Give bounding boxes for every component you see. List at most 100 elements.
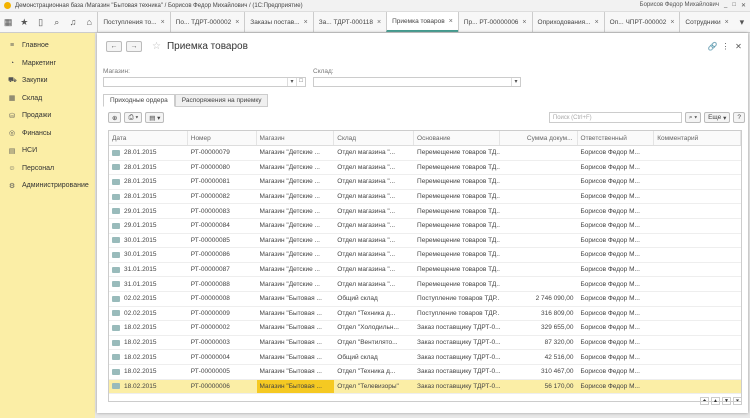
tab-item[interactable]: За... ТДРТ-000118 × <box>312 12 386 32</box>
scroll-last-button[interactable]: ⏷ <box>733 397 742 405</box>
dropdown-icon[interactable]: ▾ <box>287 78 296 86</box>
form-tab[interactable]: Распоряжения на приемку <box>174 94 269 107</box>
close-tab-icon[interactable]: × <box>670 18 675 26</box>
table-row[interactable]: 18.02.2015 РТ-00000006 Магазин "Бытовая ..… <box>109 379 741 395</box>
tab-item[interactable]: Оп... ЧПРТ-000002 × <box>603 12 680 32</box>
close-tab-icon[interactable]: × <box>160 18 165 26</box>
dropdown-icon[interactable]: ▾ <box>511 78 520 86</box>
tab-item[interactable]: Оприходования... × <box>531 12 604 32</box>
table-row[interactable]: 29.01.2015 РТ-00000084 Магазин "Детские ..… <box>109 219 741 234</box>
table-row[interactable]: 28.01.2015 РТ-00000081 Магазин "Детские ..… <box>109 175 741 190</box>
close-tab-icon[interactable]: × <box>235 18 240 26</box>
sidebar-item[interactable]: ☺ Персонал <box>0 160 95 178</box>
form-tab[interactable]: Приходные ордера <box>103 94 175 107</box>
table-row[interactable]: 18.02.2015 РТ-00000003 Магазин "Бытовая ..… <box>109 336 741 351</box>
table-cell: РТ-00000005 <box>188 365 257 379</box>
column-header[interactable]: Дата <box>109 131 188 145</box>
table-row[interactable]: 31.01.2015 РТ-00000087 Магазин "Детские ..… <box>109 263 741 278</box>
scroll-first-button[interactable]: ⏶ <box>700 397 709 405</box>
table-cell: Борисов Федор М... <box>578 292 655 306</box>
table-row[interactable]: 30.01.2015 РТ-00000085 Магазин "Детские ..… <box>109 234 741 249</box>
tab-item[interactable]: Пр... РТ-00000006 × <box>457 12 532 32</box>
table-row[interactable]: 30.01.2015 РТ-00000086 Магазин "Детские ..… <box>109 248 741 263</box>
tab-item[interactable]: По... ТДРТ-000002 × <box>169 12 245 32</box>
back-button[interactable]: ← <box>106 41 122 52</box>
sidebar-item[interactable]: ▦ Склад <box>0 90 95 108</box>
sidebar-item[interactable]: ⛟ Закупки <box>0 72 95 90</box>
forward-button[interactable]: → <box>126 41 142 52</box>
notifications-icon[interactable]: ♫ <box>69 17 77 27</box>
create-button[interactable]: ⊕ <box>108 112 122 123</box>
link-icon[interactable]: 🔗 <box>707 42 718 51</box>
favorites-icon[interactable]: ★ <box>20 16 29 27</box>
search-icon[interactable]: ⌕ <box>54 16 60 27</box>
scroll-up-button[interactable]: ▲ <box>711 397 720 405</box>
user-name[interactable]: Борисов Федор Михайлович <box>639 2 719 8</box>
column-header[interactable]: Номер <box>188 131 257 145</box>
minimize-button[interactable]: _ <box>724 2 728 8</box>
column-header[interactable]: Склад <box>334 131 415 145</box>
column-header[interactable]: Сумма докум... <box>500 131 578 145</box>
sidebar-item[interactable]: ⚙ Администрирование <box>0 177 95 195</box>
menu-grid-icon[interactable]: ▦ <box>3 16 13 27</box>
more-label: Еще <box>708 114 722 121</box>
table-row[interactable]: 02.02.2015 РТ-00000009 Магазин "Бытовая ..… <box>109 307 741 322</box>
table-cell: Общий склад <box>334 350 414 364</box>
open-icon[interactable]: □ <box>296 78 305 86</box>
report-button[interactable]: ▤ ▾ <box>145 112 165 123</box>
table-row[interactable]: 29.01.2015 РТ-00000083 Магазин "Детские ..… <box>109 204 741 219</box>
column-header[interactable]: Магазин <box>257 131 335 145</box>
help-button[interactable]: ? <box>733 112 745 123</box>
column-header[interactable]: Комментарий <box>654 131 741 145</box>
table-row[interactable]: 28.01.2015 РТ-00000082 Магазин "Детские ..… <box>109 190 741 205</box>
history-icon[interactable]: ▯ <box>38 16 44 27</box>
table-row[interactable]: 02.02.2015 РТ-00000008 Магазин "Бытовая ..… <box>109 292 741 307</box>
table-cell <box>654 380 741 394</box>
maximize-button[interactable]: □ <box>732 2 736 8</box>
close-tab-icon[interactable]: × <box>377 18 382 26</box>
table-cell <box>654 263 741 277</box>
sidebar-item[interactable]: ⛁ Продажи <box>0 107 95 125</box>
sidebar-item[interactable]: ◔ Маркетинг <box>0 55 95 73</box>
tabs-dropdown-icon[interactable]: ▾ <box>739 16 745 27</box>
app-logo-icon <box>4 2 11 9</box>
tab-item[interactable]: Приемка товаров × <box>386 12 458 32</box>
table-row[interactable]: 31.01.2015 РТ-00000088 Магазин "Детские ..… <box>109 277 741 292</box>
scroll-down-button[interactable]: ▼ <box>722 397 731 405</box>
sidebar-item[interactable]: ◎ Финансы <box>0 125 95 143</box>
close-tab-icon[interactable]: × <box>448 17 453 25</box>
close-form-button[interactable]: ✕ <box>735 42 742 51</box>
cell-text: Отдел "Холодильн... <box>337 324 399 332</box>
table-row[interactable]: 18.02.2015 РТ-00000002 Магазин "Бытовая ..… <box>109 321 741 336</box>
table-cell: Отдел "Телевизоры" <box>334 380 414 394</box>
search-input[interactable]: Поиск (Ctrl+F) <box>548 112 682 123</box>
tab-item[interactable]: Заказы постав... × <box>244 12 312 32</box>
tab-item[interactable]: Поступления то... × <box>97 12 169 32</box>
table-cell: 29.01.2015 <box>109 204 188 218</box>
warehouse-field[interactable]: ▾ <box>313 77 521 87</box>
table-row[interactable]: 18.02.2015 РТ-00000005 Магазин "Бытовая ..… <box>109 365 741 380</box>
cell-text: 310 467,00 <box>540 368 574 376</box>
close-tab-icon[interactable]: × <box>724 18 729 26</box>
favorite-star-icon[interactable]: ☆ <box>152 41 161 52</box>
cell-text: Перемещение товаров ТД... <box>417 193 500 201</box>
table-row[interactable]: 28.01.2015 РТ-00000080 Магазин "Детские ..… <box>109 161 741 176</box>
search-button[interactable]: ⌕ ▾ <box>684 112 702 123</box>
tab-item[interactable]: Сотрудники × <box>679 12 733 32</box>
table-row[interactable]: 18.02.2015 РТ-00000004 Магазин "Бытовая ..… <box>109 350 741 365</box>
store-field[interactable]: ▾ □ <box>103 77 306 87</box>
table-cell: Отдел "Холодильн... <box>334 321 414 335</box>
home-icon[interactable]: ⌂ <box>86 17 92 27</box>
sidebar-item[interactable]: ≡ Главное <box>0 37 95 55</box>
column-header[interactable]: Основание <box>414 131 500 145</box>
close-tab-icon[interactable]: × <box>594 18 599 26</box>
sidebar-item[interactable]: ▤ НСИ <box>0 142 95 160</box>
print-button[interactable]: ⎙ ▾ <box>124 112 143 123</box>
close-button[interactable]: ✕ <box>740 3 746 9</box>
more-button[interactable]: Еще ▾ <box>704 112 731 123</box>
close-tab-icon[interactable]: × <box>303 18 308 26</box>
close-tab-icon[interactable]: × <box>522 18 527 26</box>
more-icon[interactable]: ⋮ <box>721 42 730 51</box>
column-header[interactable]: Ответственный <box>578 131 655 145</box>
table-row[interactable]: 28.01.2015 РТ-00000079 Магазин "Детские ..… <box>109 146 741 161</box>
